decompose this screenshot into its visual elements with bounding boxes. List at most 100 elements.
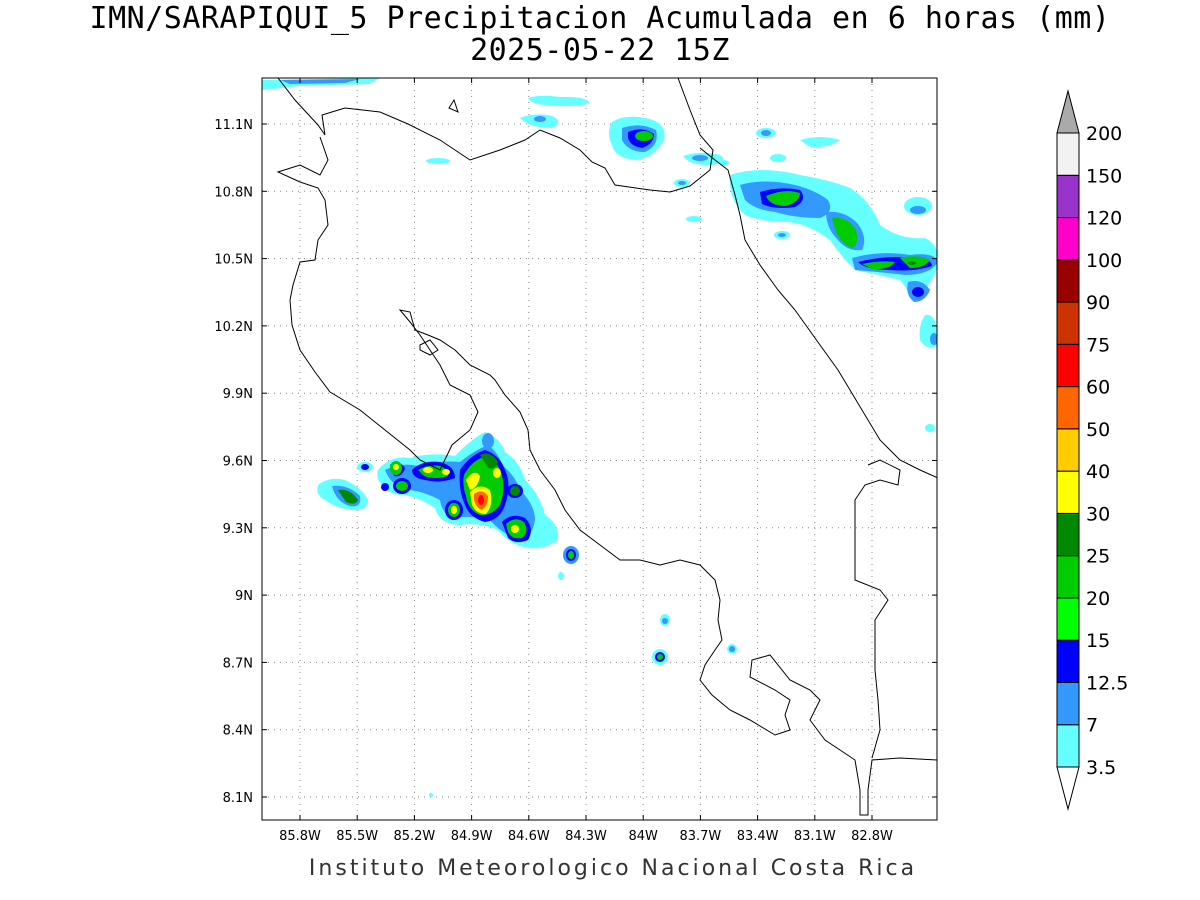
lat-tick-label: 9.9N <box>223 387 253 402</box>
precip-blob <box>442 469 450 475</box>
lat-tick-label: 8.7N <box>223 656 253 671</box>
legend-color-box <box>1056 597 1080 641</box>
legend-level-label: 120 <box>1086 208 1122 230</box>
legend-level-label: 30 <box>1086 503 1110 525</box>
legend-color-box <box>1056 724 1080 768</box>
precip-blob <box>423 467 433 473</box>
legend-color-box <box>1056 386 1080 430</box>
precip-blob <box>482 433 494 449</box>
precip-blob <box>568 551 574 559</box>
legend-level-label: 25 <box>1086 546 1110 568</box>
precip-blob <box>686 216 702 222</box>
precip-blob <box>511 525 519 533</box>
precip-blob <box>361 464 369 470</box>
legend-color-box <box>1056 217 1080 261</box>
precip-blob <box>908 261 916 265</box>
legend-level-label: 3.5 <box>1086 757 1116 779</box>
legend-color-box <box>1056 174 1080 219</box>
legend-level-label: 100 <box>1086 250 1122 272</box>
lon-tick-label: 85.8W <box>279 829 321 844</box>
lat-tick-label: 8.1N <box>223 791 253 806</box>
legend-color-box <box>1056 428 1080 472</box>
lon-tick-label: 84W <box>628 829 658 844</box>
chart-subtitle: 2025-05-22 15Z <box>470 33 730 68</box>
footer-credit: Instituto Meteorologico Nacional Costa R… <box>308 856 918 881</box>
lat-tick-label: 11.1N <box>214 118 253 133</box>
precip-blob <box>719 160 729 166</box>
legend-color-box <box>1056 555 1080 599</box>
precip-blob <box>766 191 800 206</box>
legend-level-label: 200 <box>1086 123 1122 145</box>
precip-blob <box>534 116 546 122</box>
legend-color-box <box>1056 301 1080 345</box>
precip-blob <box>778 233 786 237</box>
lat-tick-label: 10.5N <box>214 253 253 268</box>
legend-color-box <box>1056 512 1080 557</box>
chart-title: IMN/SARAPIQUI_5 Precipitacion Acumulada … <box>89 1 1111 36</box>
precip-blob <box>466 472 480 490</box>
legend-level-label: 90 <box>1086 292 1110 314</box>
lat-tick-label: 8.4N <box>223 724 253 739</box>
legend-level-label: 150 <box>1086 165 1122 187</box>
precip-blob <box>800 137 840 148</box>
precipitation-fields <box>262 78 937 797</box>
lat-tick-label: 9N <box>235 589 253 604</box>
precip-blob <box>493 468 501 478</box>
lat-tick-label: 10.2N <box>214 320 253 335</box>
precip-blob <box>832 217 858 248</box>
lon-tick-label: 83.1W <box>794 829 836 844</box>
precip-blob <box>480 453 498 469</box>
precip-blob <box>478 495 484 505</box>
precip-blob <box>729 646 735 652</box>
legend-color-box <box>1056 259 1080 303</box>
lon-tick-label: 82.8W <box>851 829 893 844</box>
precip-blob <box>426 158 450 164</box>
precip-blob <box>657 654 663 660</box>
lon-tick-label: 85.2W <box>393 829 435 844</box>
precip-blob <box>910 206 926 214</box>
axis-labels: 85.8W 85.5W 85.2W 84.9W 84.6W 84.3W 84W 83.7W 83… <box>214 78 937 844</box>
precip-blob <box>451 506 457 514</box>
lon-tick-label: 84.9W <box>451 829 493 844</box>
color-legend: 3.5 7 12.5 15 20 25 30 40 50 60 75 90 100 120 150 200 <box>1056 89 1128 811</box>
precip-blob <box>912 287 924 297</box>
precip-blob <box>662 618 668 624</box>
map-grid <box>262 78 937 820</box>
legend-color-box <box>1056 132 1080 176</box>
legend-color-box <box>1056 681 1080 726</box>
legend-underflow-triangle <box>1056 766 1080 811</box>
legend-level-label: 20 <box>1086 588 1110 610</box>
lon-tick-label: 83.4W <box>737 829 779 844</box>
lat-tick-label: 9.6N <box>223 455 253 470</box>
precip-blob <box>429 793 433 797</box>
lat-tick-label: 10.8N <box>214 185 253 200</box>
precip-blob <box>770 154 786 162</box>
lon-tick-label: 85.5W <box>336 829 378 844</box>
precip-blob <box>678 181 686 185</box>
legend-overflow-triangle <box>1056 89 1080 134</box>
lat-tick-label: 9.3N <box>223 522 253 537</box>
legend-color-box <box>1056 343 1080 388</box>
legend-level-label: 75 <box>1086 334 1110 356</box>
precip-blob <box>393 464 399 470</box>
legend-level-label: 7 <box>1086 715 1098 737</box>
legend-level-label: 40 <box>1086 461 1110 483</box>
precip-blob <box>396 481 408 491</box>
legend-level-label: 15 <box>1086 630 1110 652</box>
precip-blob <box>338 489 358 504</box>
plot-frame <box>261 77 938 821</box>
legend-color-box <box>1056 470 1080 514</box>
lon-tick-label: 84.3W <box>565 829 607 844</box>
precip-blob <box>761 130 771 136</box>
precip-blob <box>930 333 937 345</box>
precip-blob <box>925 424 935 432</box>
precip-blob <box>528 95 590 107</box>
precip-blob <box>510 486 520 496</box>
precip-blob <box>862 261 895 270</box>
precip-blob <box>635 131 653 141</box>
lon-tick-label: 83.7W <box>679 829 721 844</box>
coastlines <box>276 78 937 816</box>
legend-level-label: 12.5 <box>1086 672 1128 694</box>
legend-level-label: 60 <box>1086 377 1110 399</box>
